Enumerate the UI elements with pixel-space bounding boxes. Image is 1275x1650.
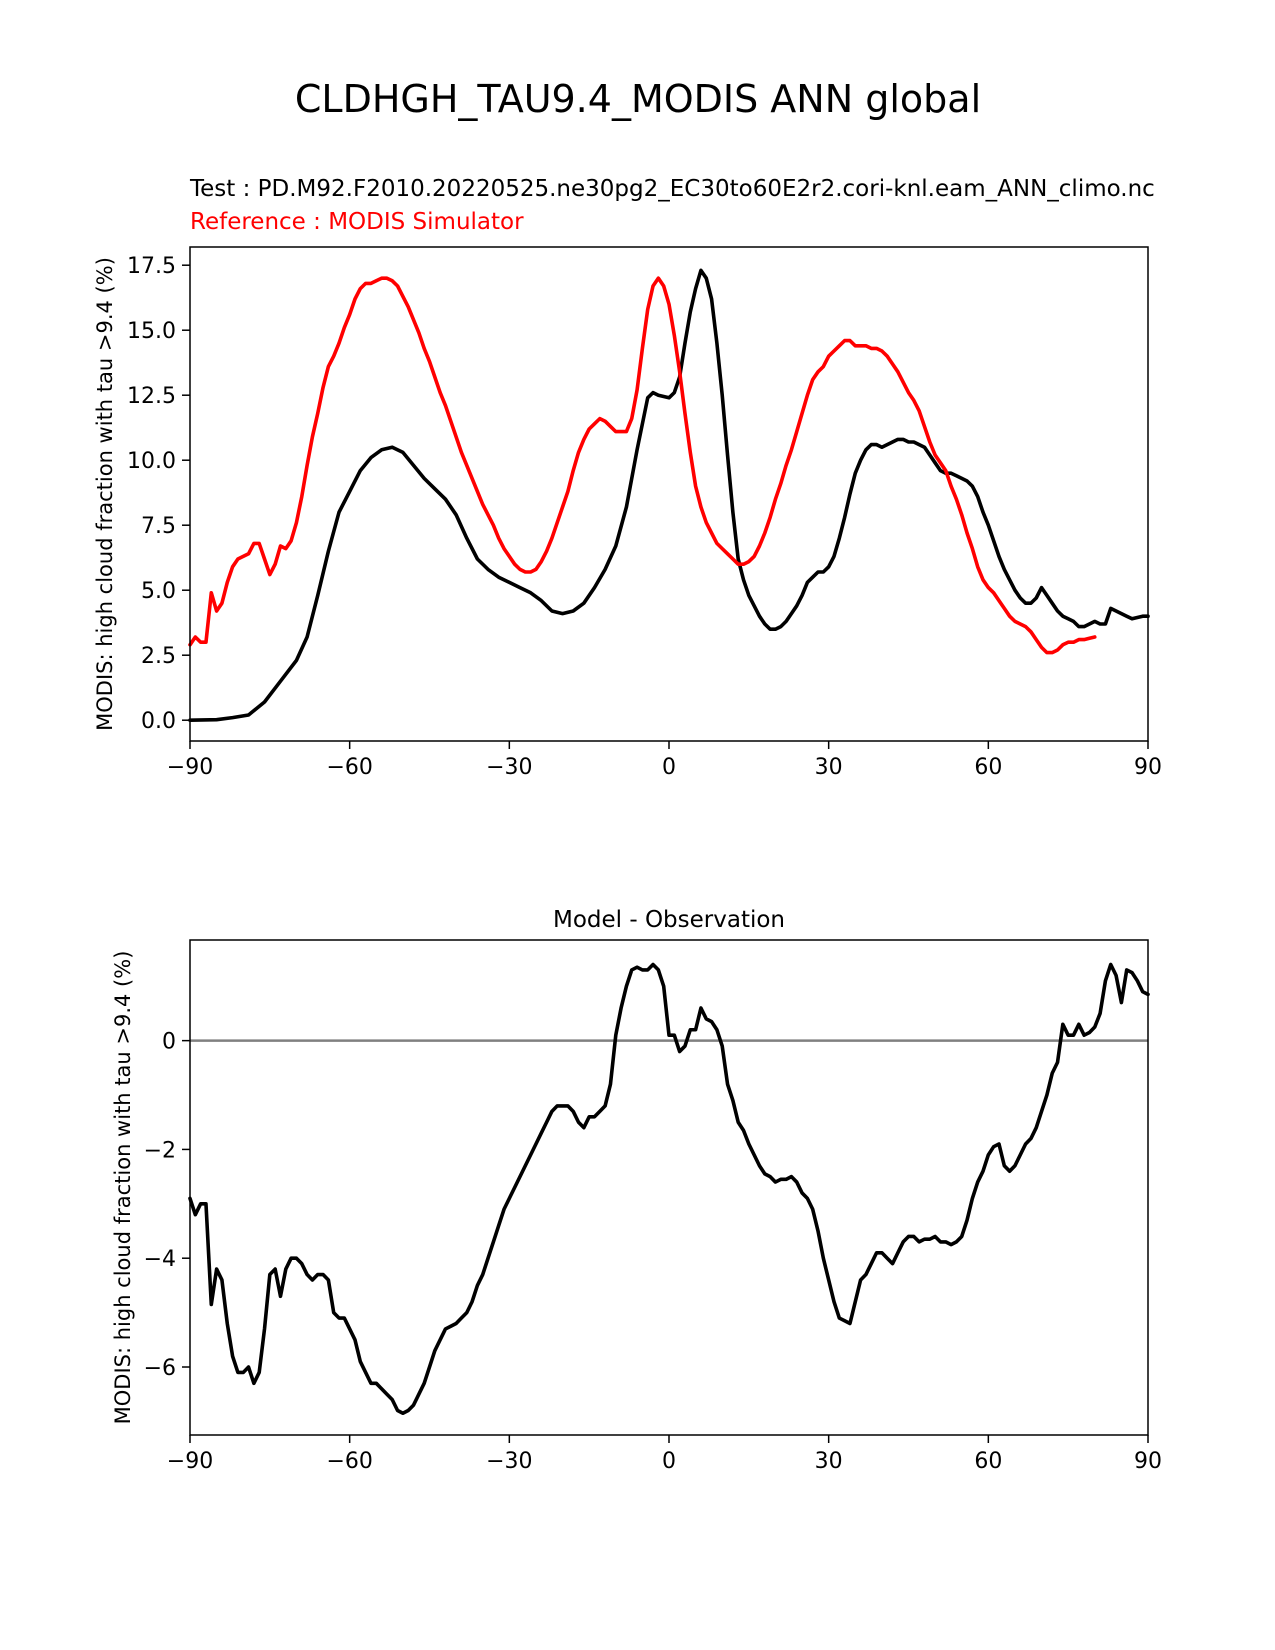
top-line-chart: −90 −60 −30 0 30 60 90 0.0 2.5 5.0 7.5 10.0 12.5 15.0… xyxy=(93,246,1162,780)
reference-label: Reference : MODIS Simulator xyxy=(190,209,524,235)
x-tick-label: −90 xyxy=(167,755,213,780)
x-tick-label: −60 xyxy=(326,1449,372,1474)
x-tick-label: 30 xyxy=(815,1449,843,1474)
y-tick-label: 12.5 xyxy=(127,384,176,409)
difference-line-chart: Model - Observation −90 −60 −30 0 30 60 90 −6 −4… xyxy=(111,907,1162,1474)
y-tick-label: −4 xyxy=(144,1247,176,1272)
series-line-difference xyxy=(188,962,1150,1416)
y-tick-label: −6 xyxy=(144,1356,176,1381)
x-tick-label: 0 xyxy=(662,755,676,780)
x-tick-label: 90 xyxy=(1134,1449,1162,1474)
y-tick-label: 10.0 xyxy=(127,449,176,474)
x-tick-label: 90 xyxy=(1134,755,1162,780)
test-label: Test : PD.M92.F2010.20220525.ne30pg2_EC3… xyxy=(189,176,1155,202)
y-tick-label: 7.5 xyxy=(141,514,176,539)
x-tick-label: −30 xyxy=(486,1449,532,1474)
y-tick-label: 0.0 xyxy=(141,709,176,734)
x-tick-label: 30 xyxy=(815,755,843,780)
y-axis-label: MODIS: high cloud fraction with tau >9.4… xyxy=(93,257,117,731)
x-tick-label: −90 xyxy=(167,1449,213,1474)
y-axis-label: MODIS: high cloud fraction with tau >9.4… xyxy=(111,951,135,1425)
y-tick-label: 5.0 xyxy=(141,579,176,604)
series-line-reference xyxy=(188,276,1097,655)
series-line-test xyxy=(188,268,1150,722)
y-tick-label: 2.5 xyxy=(141,644,176,669)
y-tick-label: 17.5 xyxy=(127,254,176,279)
x-tick-label: −60 xyxy=(326,755,372,780)
difference-chart-title: Model - Observation xyxy=(553,907,785,933)
y-tick-label: 0 xyxy=(162,1030,176,1055)
plot-frame xyxy=(189,246,1149,742)
x-tick-label: 60 xyxy=(974,1449,1002,1474)
plot-frame xyxy=(189,939,1149,1436)
x-tick-label: 0 xyxy=(662,1449,676,1474)
x-tick-label: −30 xyxy=(486,755,532,780)
y-tick-label: 15.0 xyxy=(127,319,176,344)
y-tick-label: −2 xyxy=(144,1138,176,1163)
x-tick-label: 60 xyxy=(974,755,1002,780)
figure-title: CLDHGH_TAU9.4_MODIS ANN global xyxy=(295,77,981,121)
